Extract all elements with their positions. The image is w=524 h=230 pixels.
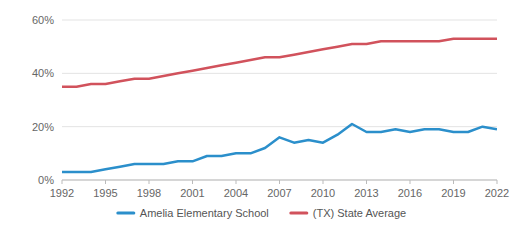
- x-tick: [323, 180, 324, 184]
- x-tick: [105, 180, 106, 184]
- x-tick: [149, 180, 150, 184]
- legend-swatch: [118, 212, 134, 215]
- grid-line: [62, 73, 497, 74]
- x-tick-label: 2013: [354, 187, 378, 199]
- x-tick-label: 2022: [485, 187, 509, 199]
- x-tick-label: 2010: [311, 187, 335, 199]
- y-tick-label: 0%: [38, 174, 54, 186]
- legend-swatch: [291, 212, 307, 215]
- x-tick-label: 2007: [267, 187, 291, 199]
- y-tick-label: 20%: [32, 121, 54, 133]
- legend: Amelia Elementary School (TX) State Avera…: [118, 207, 406, 219]
- legend-label: Amelia Elementary School: [140, 207, 269, 219]
- x-tick: [453, 180, 454, 184]
- chart: 0% 20% 40% 60% 1992 1995 1998 2001 2004 2007 2010 2…: [0, 0, 524, 230]
- x-tick-label: 2019: [441, 187, 465, 199]
- x-tick: [62, 180, 63, 184]
- plot-area: [62, 39, 497, 172]
- series-line: [62, 124, 497, 172]
- series-line: [62, 39, 497, 87]
- x-tick: [279, 180, 280, 184]
- x-tick-label: 1992: [50, 187, 74, 199]
- x-tick: [366, 180, 367, 184]
- grid-line: [62, 20, 497, 21]
- legend-label: (TX) State Average: [313, 207, 406, 219]
- x-tick-label: 1998: [137, 187, 161, 199]
- x-tick-label: 2004: [224, 187, 248, 199]
- grid-line: [62, 126, 497, 127]
- x-tick: [410, 180, 411, 184]
- x-tick: [192, 180, 193, 184]
- x-tick: [236, 180, 237, 184]
- x-tick-label: 1995: [93, 187, 117, 199]
- x-tick-label: 2001: [180, 187, 204, 199]
- x-tick-label: 2016: [398, 187, 422, 199]
- y-tick-label: 40%: [32, 67, 54, 79]
- y-tick-label: 60%: [32, 14, 54, 26]
- x-tick: [497, 180, 498, 184]
